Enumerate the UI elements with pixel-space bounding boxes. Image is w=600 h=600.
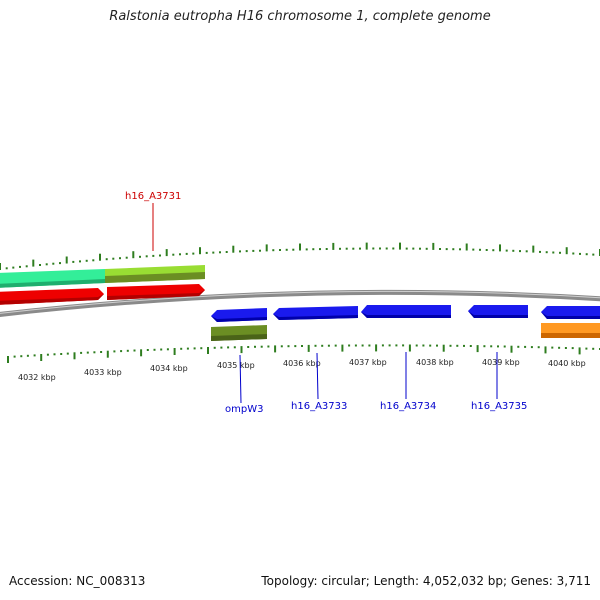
upper-scale-ticks xyxy=(0,242,600,270)
tick-label-4034: 4034 kbp xyxy=(150,364,188,373)
feature-forward-green[interactable] xyxy=(0,269,105,288)
feature-forward-red-1[interactable] xyxy=(0,288,104,305)
topology-summary-text: Topology: circular; Length: 4,052,032 bp… xyxy=(261,574,591,588)
chromosome-backbone xyxy=(0,289,600,317)
tick-label-4036: 4036 kbp xyxy=(283,359,321,368)
tick-label-4040: 4040 kbp xyxy=(548,359,586,368)
gene-label-h16-a3731[interactable]: h16_A3731 xyxy=(125,191,181,202)
feature-reverse-blue-3[interactable] xyxy=(361,305,451,318)
accession-text: Accession: NC_008313 xyxy=(9,574,146,588)
feature-forward-lime[interactable] xyxy=(105,265,205,283)
gene-label-h16-a3734[interactable]: h16_A3734 xyxy=(380,401,436,412)
gene-label-leaders xyxy=(152,203,498,404)
tick-label-4037: 4037 kbp xyxy=(349,358,387,367)
tick-label-4032: 4032 kbp xyxy=(18,373,56,382)
feature-reverse-blue-2[interactable] xyxy=(273,306,358,320)
feature-reverse-blue-4[interactable] xyxy=(468,305,528,318)
gene-labels: h16_A3731 ompW3 h16_A3733 h16_A3734 h16_… xyxy=(125,191,527,415)
feature-reverse-blue-1[interactable] xyxy=(211,308,267,322)
tick-label-4039: 4039 kbp xyxy=(482,358,520,367)
feature-reverse-blue-5[interactable] xyxy=(541,306,600,319)
leader-ompw3 xyxy=(239,354,242,404)
feature-reverse-olive[interactable] xyxy=(211,325,267,341)
tick-label-4038: 4038 kbp xyxy=(416,358,454,367)
feature-forward-red-2[interactable] xyxy=(107,284,205,300)
chromosome-backbone-highlight xyxy=(0,290,600,314)
tick-label-4035: 4035 kbp xyxy=(217,361,255,370)
lower-scale-ticks xyxy=(7,344,600,363)
feature-reverse-orange[interactable] xyxy=(541,323,600,338)
gene-label-h16-a3733[interactable]: h16_A3733 xyxy=(291,401,347,412)
leader-h16-a3733 xyxy=(316,352,319,400)
map-title: Ralstonia eutropha H16 chromosome 1, com… xyxy=(109,9,491,24)
scale-tick-labels: 4032 kbp 4033 kbp 4034 kbp 4035 kbp 4036… xyxy=(18,358,586,382)
gene-label-h16-a3735[interactable]: h16_A3735 xyxy=(471,401,527,412)
tick-label-4033: 4033 kbp xyxy=(84,368,122,377)
gene-label-ompw3[interactable]: ompW3 xyxy=(225,404,263,415)
